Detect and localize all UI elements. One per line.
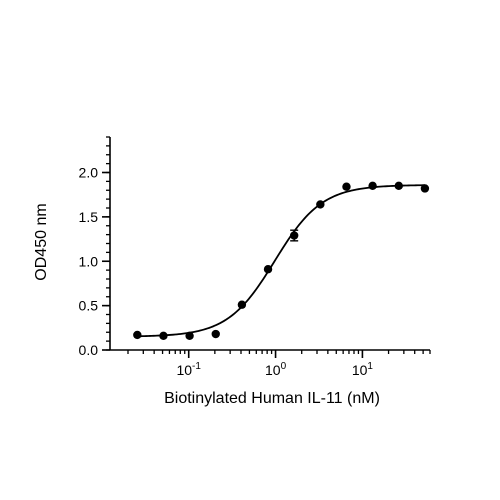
- data-point: [263, 265, 273, 274]
- y-axis-title: OD450 nm: [33, 203, 50, 280]
- data-point: [159, 331, 168, 340]
- x-tick-base: 10: [352, 362, 368, 378]
- y-tick-label: 1.5: [79, 209, 99, 225]
- fit-curve: [137, 184, 425, 338]
- x-tick-exponent: 0: [281, 361, 287, 372]
- x-tick-label: 10-1: [176, 361, 201, 378]
- x-tick-base: 10: [265, 362, 281, 378]
- data-point: [368, 181, 377, 191]
- data-point: [289, 231, 299, 240]
- y-tick-label: 0.0: [79, 342, 99, 358]
- x-tick-exponent: -1: [192, 361, 201, 372]
- x-tick-base: 10: [176, 362, 192, 378]
- data-points-layer: [133, 181, 430, 340]
- x-tick-exponent: 1: [367, 361, 373, 372]
- data-point: [316, 200, 325, 209]
- data-point: [394, 181, 403, 191]
- x-axis-title: Biotinylated Human IL-11 (nM): [164, 390, 380, 407]
- y-axis: 0.0 0.5 1.0 1.5 2.0: [79, 136, 111, 358]
- fit-curve-layer: [137, 184, 425, 338]
- x-axis: 10-1 100 101: [110, 349, 431, 378]
- data-point: [342, 182, 351, 191]
- data-point: [185, 331, 194, 340]
- x-tick-label: 100: [265, 361, 287, 378]
- data-point: [211, 329, 220, 339]
- x-tick-label: 101: [352, 361, 374, 378]
- data-point: [237, 300, 247, 309]
- y-tick-label: 2.0: [79, 165, 99, 181]
- y-tick-label: 0.5: [79, 298, 99, 314]
- data-point: [133, 330, 142, 340]
- data-point: [420, 184, 430, 193]
- y-tick-label: 1.0: [79, 253, 99, 269]
